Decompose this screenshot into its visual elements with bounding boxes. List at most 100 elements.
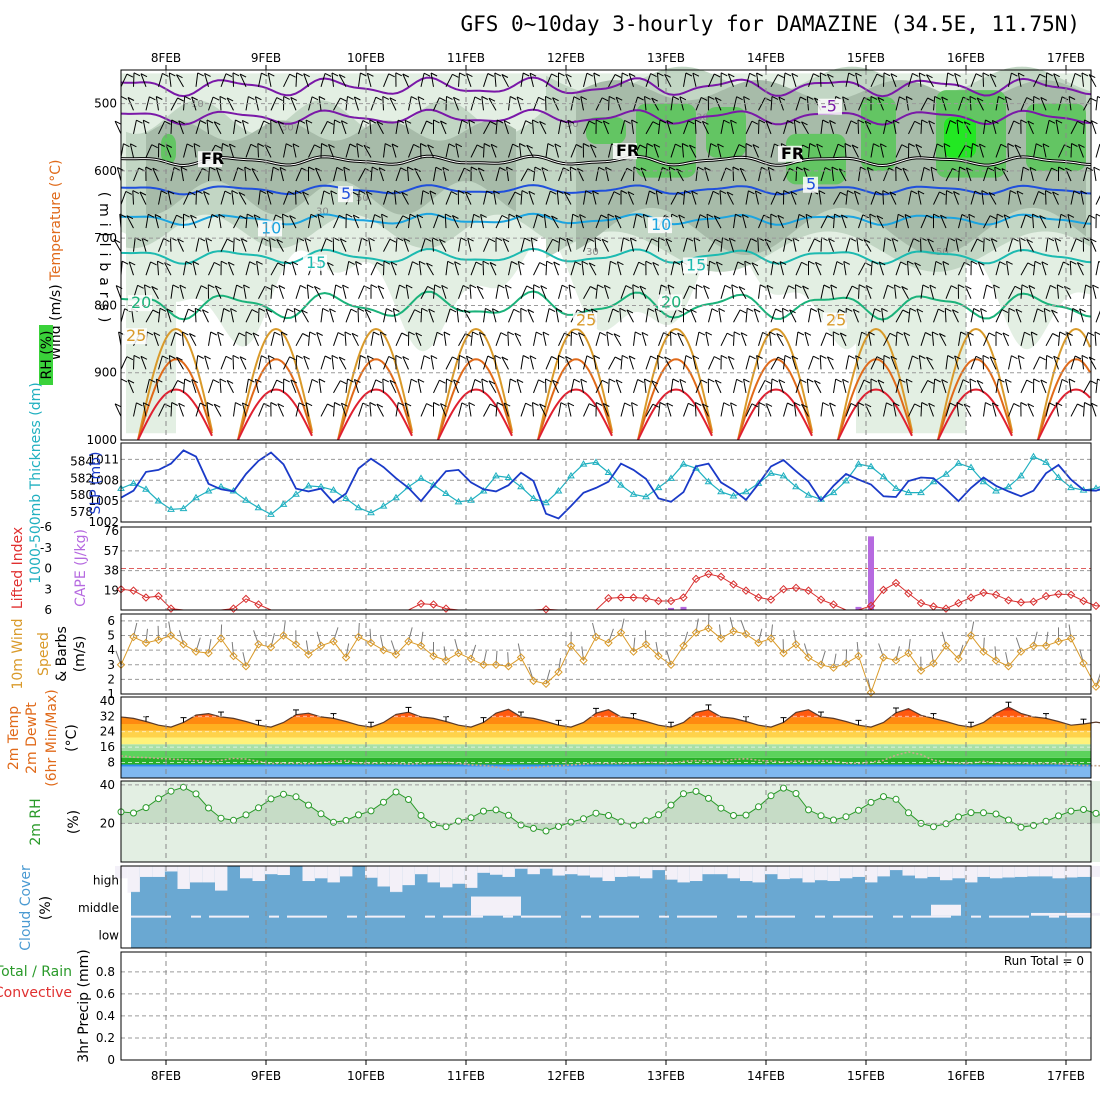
wind-barb-flag [1048, 402, 1056, 407]
wind-barb-flag [327, 262, 334, 267]
wind-barb-shaft [1008, 190, 1011, 205]
wind-barb-shaft [603, 285, 609, 299]
wind-barb-flag [1042, 143, 1050, 148]
lifted-point [241, 594, 251, 604]
wind-barb-shaft [1045, 237, 1049, 252]
wind-barb-shaft [133, 72, 135, 87]
wind-barb-flag [262, 237, 269, 242]
thickness-point [167, 505, 175, 512]
wind-barb-shaft [1079, 308, 1084, 323]
cape-bar [868, 536, 874, 610]
wind-barb-shaft [378, 167, 384, 182]
wind-barb-shaft [168, 72, 172, 87]
temp-ylabel-group: 2m Temp [6, 706, 22, 770]
thickness-point [1054, 473, 1063, 480]
wind-barb-flag [650, 355, 657, 360]
wind-barb-shaft [328, 144, 334, 158]
wind-barb-shaft [383, 261, 385, 276]
wind-barb-flag [619, 307, 627, 312]
wind-barb-flag [801, 121, 808, 126]
wind-barb-flag [800, 96, 807, 101]
cloud-high-gap [440, 866, 453, 888]
wind-barb-shaft [1052, 191, 1059, 205]
wind-barb-flag [242, 119, 249, 124]
wind-barb-flag [466, 73, 473, 78]
wind-barb-shaft [494, 355, 497, 370]
wind-barb-flag [213, 261, 221, 266]
wind-barb-flag [777, 214, 785, 219]
wind-barb-shaft [345, 378, 348, 393]
wind-barb-shaft [420, 355, 425, 370]
wind10-point [354, 632, 363, 642]
wind-barb-flag [967, 331, 974, 336]
isotherm-25 [737, 327, 813, 441]
wind-barb-shaft [467, 237, 472, 252]
thickness-point [642, 492, 650, 500]
wind-barb-flag [225, 73, 233, 78]
wind-barb-shaft [818, 190, 822, 205]
wind-barb-shaft [295, 72, 298, 87]
wind10-point [641, 640, 651, 649]
wind-barb-shaft [670, 331, 672, 346]
wind-barb-shaft [383, 143, 386, 158]
wind-barb-shaft [892, 402, 897, 417]
rh2m-point [155, 795, 162, 803]
thickness-y-tick: 580 [70, 488, 93, 502]
wind-barb-shaft [233, 119, 236, 134]
cloud-high-gap [877, 866, 890, 877]
wind-barb-shaft [677, 332, 684, 347]
wind-barb-shaft [206, 119, 209, 134]
wind-barb-flag [881, 307, 888, 312]
wind-barb-shaft [340, 120, 347, 135]
rh-green-patch [636, 103, 696, 178]
wind-barb-shaft [926, 356, 934, 370]
wind-barb-flag [728, 355, 735, 360]
wind-barb-flag [427, 285, 434, 290]
wind-barb-shaft [745, 355, 751, 370]
wind-barb-shaft [580, 379, 584, 394]
wind-barb-shaft [731, 284, 734, 299]
wind-barb-shaft [195, 285, 202, 299]
thickness-point [567, 471, 575, 479]
wind-barb-shaft [153, 332, 159, 346]
wind-barb-shaft [570, 261, 576, 276]
wind-barb-shaft [515, 214, 522, 229]
lifted-point [116, 585, 126, 594]
wind-barb-flag [941, 96, 948, 101]
wind-barb-flag [468, 119, 476, 124]
wind-barb-flag [679, 96, 687, 101]
wind-barb-shaft [529, 73, 534, 87]
wind-barb-shaft [265, 309, 272, 323]
wind-barb-shaft [620, 402, 626, 417]
wind-barb-flag [652, 403, 660, 408]
wind-barb-flag [809, 143, 816, 147]
wind-barb-shaft [451, 215, 459, 229]
wind-barb-shaft [282, 214, 284, 229]
wind-barb-flag [434, 284, 441, 289]
wind-barb-flag [323, 190, 331, 195]
wind-barb-flag [575, 144, 583, 148]
wind-barb-flag [718, 307, 726, 312]
cloud-high-gap [815, 866, 828, 881]
wind-barb-flag [581, 260, 589, 265]
temp-band [121, 730, 1091, 738]
rh2m-point [1080, 806, 1087, 813]
cloud-high-gap [602, 866, 615, 882]
wind-barb-shaft [566, 238, 572, 252]
wind-barb-flag [928, 120, 935, 125]
wind-barb-flag [215, 285, 222, 290]
wind-barb-shaft [608, 378, 610, 393]
wind-barb-flag [1039, 215, 1046, 220]
wind-barb-shaft [128, 261, 134, 276]
wind-barb-flag [307, 284, 314, 289]
wind-barb-shaft [470, 214, 475, 229]
cloud-high-gap [427, 866, 440, 883]
wind-barb-flag [988, 191, 996, 196]
wind-barb-shaft [583, 355, 588, 370]
wind-barb-shaft [864, 120, 872, 135]
wind10-barb [845, 649, 848, 664]
wind-barb-shaft [554, 143, 559, 158]
wind-barb-shaft [483, 143, 485, 158]
